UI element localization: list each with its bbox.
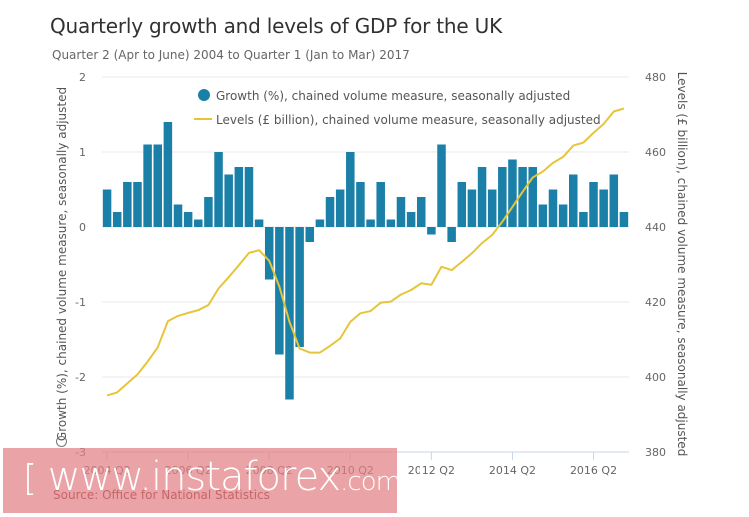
watermark-domain: www.instaforex: [47, 454, 341, 500]
growth-bar[interactable]: [427, 227, 436, 235]
legend-growth-marker[interactable]: [198, 89, 210, 101]
growth-bar[interactable]: [498, 167, 507, 227]
y-axis-left: 210-1-2-3: [75, 71, 86, 459]
growth-bar[interactable]: [254, 219, 264, 228]
watermark-overlay: [ www.instaforex.com ]: [3, 448, 426, 513]
growth-bar[interactable]: [589, 182, 598, 227]
growth-bar[interactable]: [558, 204, 568, 228]
growth-bar[interactable]: [599, 189, 608, 228]
growth-bar[interactable]: [173, 204, 183, 228]
y-tick-label: 2: [79, 71, 86, 84]
growth-bar[interactable]: [528, 167, 537, 227]
growth-bar[interactable]: [477, 167, 487, 227]
growth-bar[interactable]: [569, 174, 578, 228]
y-tick-label: -1: [75, 296, 86, 309]
x-tick-label: 2016 Q2: [570, 464, 617, 477]
growth-bar[interactable]: [234, 167, 244, 227]
growth-bar[interactable]: [183, 212, 193, 227]
y2-tick-label: 420: [645, 296, 666, 309]
growth-bars: [102, 122, 629, 400]
growth-bar[interactable]: [123, 182, 132, 227]
growth-bar[interactable]: [346, 152, 355, 227]
growth-bar[interactable]: [305, 227, 315, 242]
growth-bar[interactable]: [518, 167, 527, 227]
growth-bar[interactable]: [275, 227, 284, 355]
y-axis-right-title: Levels (£ billion), chained volume measu…: [675, 72, 689, 457]
growth-bar[interactable]: [609, 174, 619, 228]
y-axis-right: 480 460 440 420 400 380: [645, 71, 666, 459]
growth-bar[interactable]: [467, 189, 477, 228]
info-icon[interactable]: [56, 436, 67, 447]
legend-levels-label[interactable]: Levels (£ billion), chained volume measu…: [216, 113, 601, 127]
growth-bar[interactable]: [264, 227, 274, 280]
growth-bar[interactable]: [406, 212, 416, 227]
growth-bar[interactable]: [244, 167, 254, 227]
y2-tick-label: 480: [645, 71, 666, 84]
legend: Growth (%), chained volume measure, seas…: [194, 89, 601, 127]
growth-bar[interactable]: [386, 219, 396, 228]
legend-growth-label[interactable]: Growth (%), chained volume measure, seas…: [216, 89, 570, 103]
growth-bar[interactable]: [335, 189, 345, 228]
growth-bar[interactable]: [163, 122, 173, 227]
growth-bar[interactable]: [224, 174, 233, 228]
growth-bar[interactable]: [548, 189, 558, 228]
growth-bar[interactable]: [194, 219, 203, 228]
y-tick-label: 1: [79, 146, 86, 159]
y2-tick-label: 460: [645, 146, 666, 159]
growth-bar[interactable]: [376, 182, 385, 227]
growth-bar[interactable]: [457, 182, 467, 227]
growth-bar[interactable]: [538, 204, 548, 228]
growth-bar[interactable]: [487, 189, 497, 228]
growth-bar[interactable]: [579, 212, 588, 227]
growth-bar[interactable]: [285, 227, 294, 400]
growth-bar[interactable]: [143, 144, 152, 228]
levels-line[interactable]: [106, 107, 625, 397]
growth-bar[interactable]: [102, 189, 112, 228]
growth-bar[interactable]: [366, 219, 375, 228]
chart-subtitle: Quarter 2 (Apr to June) 2004 to Quarter …: [52, 48, 410, 62]
growth-bar[interactable]: [315, 219, 325, 228]
y2-tick-label: 400: [645, 371, 666, 384]
growth-bar[interactable]: [204, 197, 213, 227]
growth-bar[interactable]: [447, 227, 456, 242]
growth-bar[interactable]: [508, 159, 517, 228]
growth-bar[interactable]: [437, 144, 446, 228]
levels-line-group: [106, 107, 625, 397]
growth-bar[interactable]: [619, 212, 629, 227]
growth-bar[interactable]: [356, 182, 365, 227]
watermark-tld: .com: [340, 467, 401, 497]
y2-tick-label: 440: [645, 221, 666, 234]
growth-bar[interactable]: [325, 197, 335, 227]
growth-bar[interactable]: [153, 144, 162, 228]
y-axis-left-title: Growth (%), chained volume measure, seas…: [55, 87, 69, 441]
x-tick-label: 2012 Q2: [408, 464, 455, 477]
growth-bar[interactable]: [133, 182, 142, 227]
watermark-close-bracket: ]: [411, 458, 426, 499]
gridlines: [102, 76, 629, 378]
chart-title: Quarterly growth and levels of GDP for t…: [50, 14, 503, 38]
x-tick-label: 2014 Q2: [489, 464, 536, 477]
growth-bar[interactable]: [416, 197, 426, 227]
growth-bar[interactable]: [214, 152, 223, 227]
growth-bar[interactable]: [295, 227, 304, 347]
watermark-open-bracket: [: [23, 458, 37, 499]
watermark-text: [ www.instaforex.com ]: [23, 454, 426, 500]
growth-bar[interactable]: [396, 197, 406, 227]
y-tick-label: 0: [79, 221, 86, 234]
y2-tick-label: 380: [645, 446, 666, 459]
y-tick-label: -2: [75, 371, 86, 384]
growth-bar[interactable]: [112, 212, 122, 227]
